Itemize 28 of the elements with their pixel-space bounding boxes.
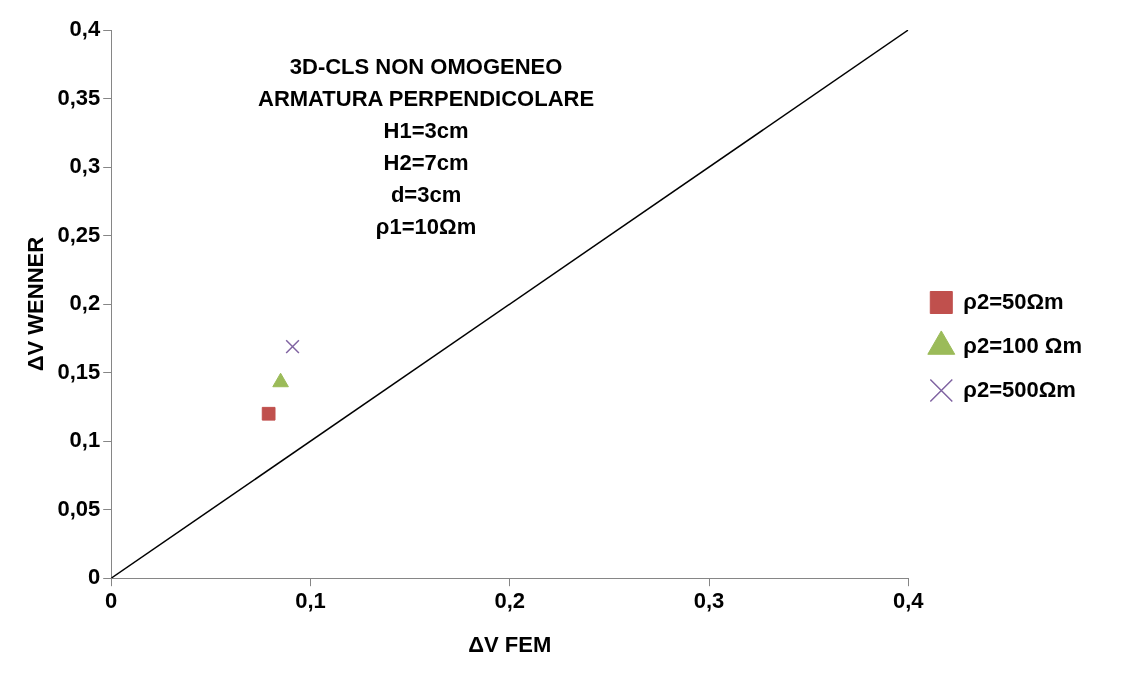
y-tick-label: 0: [87, 564, 101, 590]
annotation: ARMATURA PERPENDICOLARE: [258, 86, 595, 112]
point: [272, 372, 289, 388]
y-axis-title: ΔV WENNER: [23, 236, 49, 372]
x-tick-label: 0,3: [693, 588, 725, 614]
y-tick-label: 0,15: [57, 358, 101, 384]
legend-label: ρ2=100 Ωm: [963, 332, 1083, 358]
y-tick-label: 0,2: [69, 290, 101, 316]
annotation: ρ1=10Ωm: [375, 214, 477, 240]
y-tick-label: 0,1: [69, 427, 101, 453]
x-tick-label: 0,1: [295, 588, 326, 614]
x-tick-label: 0: [105, 588, 118, 614]
y-tick-label: 0,35: [57, 84, 101, 110]
legend-label: ρ2=50Ωm: [963, 288, 1064, 314]
point: [285, 339, 300, 354]
y-tick-label: 0,25: [57, 221, 101, 247]
annotation: 3D-CLS NON OMOGENEO: [289, 54, 563, 80]
annotation: H2=7cm: [383, 150, 469, 176]
point: [261, 406, 276, 421]
y-tick-label: 0,4: [69, 16, 101, 42]
x-tick-label: 0,4: [892, 588, 925, 614]
x-axis-title: ΔV FEM: [468, 631, 552, 657]
annotation: d=3cm: [390, 182, 462, 208]
legend-label: ρ2=500Ωm: [963, 376, 1076, 402]
x-tick-label: 0,2: [494, 588, 526, 614]
annotation: H1=3cm: [383, 118, 469, 144]
y-tick-label: 0,05: [57, 495, 101, 521]
y-tick-label: 0,3: [69, 153, 101, 179]
